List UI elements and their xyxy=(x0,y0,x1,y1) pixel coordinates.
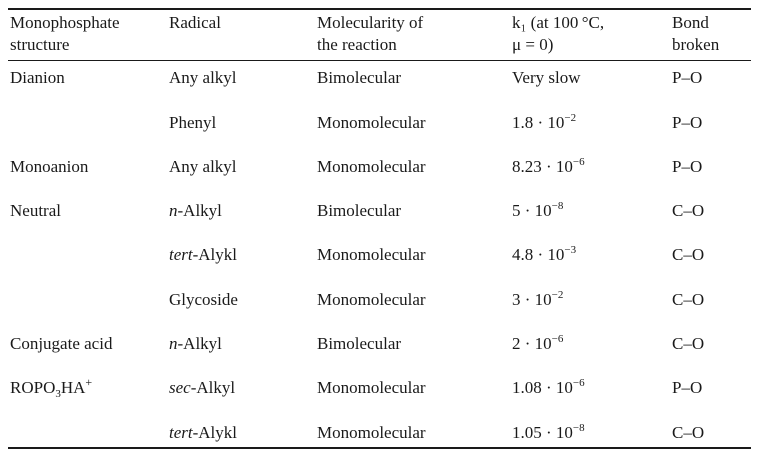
row-3-structure: Monoanion xyxy=(10,157,89,176)
header-structure-line-2: structure xyxy=(10,35,70,54)
row-8-radical-prefix: sec xyxy=(169,378,191,397)
row-9-rate-constant: 1.05 · 10−8 xyxy=(512,422,585,445)
row-8-molecularity: Monomolecular xyxy=(317,378,426,397)
row-9-bond: C–O xyxy=(672,423,705,442)
row-3-k-mantissa: 8.23 · 10 xyxy=(512,157,573,176)
row-7-radical: n-Alkyl xyxy=(169,334,222,354)
row-2-radical-name: Phenyl xyxy=(169,113,217,132)
row-6-k-mantissa: 3 · 10 xyxy=(512,290,552,309)
row-6-bond: C–O xyxy=(672,290,705,309)
row-6-radical-name: Glycoside xyxy=(169,290,238,309)
header-bond-line-1: Bond xyxy=(672,13,709,32)
row-4-radical-name: -Alkyl xyxy=(177,201,222,220)
row-9-k-mantissa: 1.05 · 10 xyxy=(512,423,573,442)
row-4-bond: C–O xyxy=(672,201,705,220)
row-4-k-mantissa: 5 · 10 xyxy=(512,201,552,220)
row-5-bond: C–O xyxy=(672,245,705,264)
row-5-radical-prefix: tert xyxy=(169,245,193,264)
row-7-structure: Conjugate acid xyxy=(10,334,113,353)
row-8-radical: sec-Alkyl xyxy=(169,378,235,398)
header-radical: Radical xyxy=(169,12,221,34)
header-bond-line-2: broken xyxy=(672,35,720,54)
row-9-molecularity: Monomolecular xyxy=(317,423,426,442)
row-2-k-mantissa: 1.8 · 10 xyxy=(512,113,565,132)
header-bond: Bond broken xyxy=(672,12,719,56)
row-8-bond: P–O xyxy=(672,378,703,397)
formula-base: ROPO xyxy=(10,378,56,397)
row-5-k-exponent: −3 xyxy=(564,244,577,256)
row-2-rate-constant: 1.8 · 10−2 xyxy=(512,112,577,135)
row-1-structure: Dianion xyxy=(10,68,65,87)
header-structure-line-1: Monophosphate xyxy=(10,13,120,32)
row-7-bond: C–O xyxy=(672,334,705,353)
row-5-rate-constant: 4.8 · 10−3 xyxy=(512,244,577,267)
row-4-molecularity: Bimolecular xyxy=(317,201,402,220)
row-7-rate-constant: 2 · 10−6 xyxy=(512,333,564,356)
row-6-k-exponent: −2 xyxy=(551,289,564,301)
header-k1-line-2: μ = 0) xyxy=(512,35,554,54)
formula-charge: + xyxy=(85,375,93,389)
row-1-k-mantissa: Very slow xyxy=(512,68,581,87)
header-molecularity-line-2: the reaction xyxy=(317,35,397,54)
row-8-radical-name: -Alkyl xyxy=(190,378,236,397)
row-9-k-exponent: −8 xyxy=(572,422,585,434)
row-3-rate-constant: 8.23 · 10−6 xyxy=(512,156,585,179)
row-6-radical: Glycoside xyxy=(169,290,238,310)
table-header-rule xyxy=(8,60,751,61)
table-top-rule xyxy=(8,8,751,10)
row-8-rate-constant: 1.08 · 10−6 xyxy=(512,377,585,400)
row-4-rate-constant: 5 · 10−8 xyxy=(512,200,564,223)
row-6-molecularity: Monomolecular xyxy=(317,290,426,309)
header-structure: Monophosphate structure xyxy=(10,12,120,56)
table-bottom-rule xyxy=(8,447,751,449)
header-molecularity: Molecularity of the reaction xyxy=(317,12,423,56)
row-1-radical: Any alkyl xyxy=(169,68,237,88)
row-7-radical-name: -Alkyl xyxy=(177,334,222,353)
row-6-rate-constant: 3 · 10−2 xyxy=(512,289,564,312)
row-4-k-exponent: −8 xyxy=(551,200,564,212)
row-2-bond: P–O xyxy=(672,113,703,132)
row-7-k-mantissa: 2 · 10 xyxy=(512,334,552,353)
row-2-k-exponent: −2 xyxy=(564,112,577,124)
row-1-bond: P–O xyxy=(672,68,703,87)
row-1-rate-constant: Very slow xyxy=(512,68,580,90)
row-1-molecularity: Bimolecular xyxy=(317,68,402,87)
row-8-structure: ROPO3HA+ xyxy=(10,375,93,400)
row-2-molecularity: Monomolecular xyxy=(317,113,426,132)
row-9-radical: tert-Alykl xyxy=(169,423,237,443)
row-3-radical-name: Any alkyl xyxy=(169,157,237,176)
row-3-radical: Any alkyl xyxy=(169,157,237,177)
row-8-k-exponent: −6 xyxy=(572,377,585,389)
row-7-molecularity: Bimolecular xyxy=(317,334,402,353)
row-4-radical-prefix: n xyxy=(169,201,178,220)
row-8-k-mantissa: 1.08 · 10 xyxy=(512,378,573,397)
formula-mid: HA xyxy=(60,378,86,397)
row-7-radical-prefix: n xyxy=(169,334,178,353)
row-9-radical-name: -Alykl xyxy=(192,423,237,442)
row-3-molecularity: Monomolecular xyxy=(317,157,426,176)
header-radical-line-1: Radical xyxy=(169,13,221,32)
row-5-radical: tert-Alykl xyxy=(169,245,237,265)
row-5-molecularity: Monomolecular xyxy=(317,245,426,264)
header-rate-constant: k₁ (at 100 °C, μ = 0) xyxy=(512,12,604,56)
formula-subscript: 3 xyxy=(55,388,61,400)
row-3-k-exponent: −6 xyxy=(572,156,585,168)
row-5-radical-name: -Alykl xyxy=(192,245,237,264)
row-7-k-exponent: −6 xyxy=(551,333,564,345)
row-3-bond: P–O xyxy=(672,157,703,176)
row-5-k-mantissa: 4.8 · 10 xyxy=(512,245,565,264)
header-k1-line-1: k₁ (at 100 °C, xyxy=(512,13,605,32)
row-4-radical: n-Alkyl xyxy=(169,201,222,221)
row-1-radical-name: Any alkyl xyxy=(169,68,237,87)
row-9-radical-prefix: tert xyxy=(169,423,193,442)
row-4-structure: Neutral xyxy=(10,201,61,220)
row-2-radical: Phenyl xyxy=(169,113,216,133)
header-molecularity-line-1: Molecularity of xyxy=(317,13,424,32)
